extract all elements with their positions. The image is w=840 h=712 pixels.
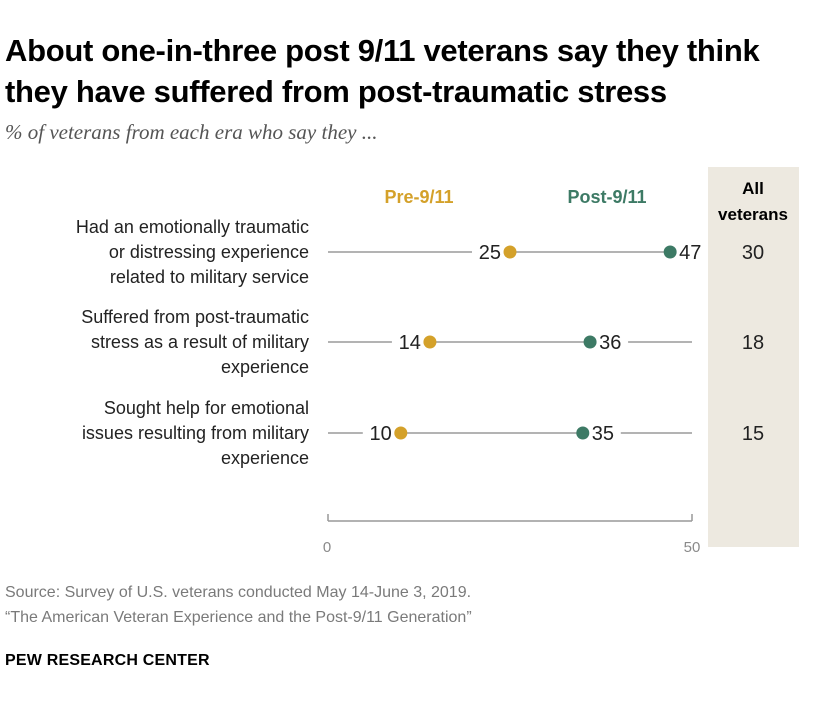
legend-post-911: Post-9/11 (567, 187, 646, 207)
chart-title: About one-in-three post 9/11 veterans sa… (5, 33, 760, 109)
pre-911-value: 14 (399, 332, 421, 354)
all-veterans-header-line-1: All (742, 179, 764, 198)
post-911-value: 36 (599, 332, 621, 354)
label-gap (597, 332, 627, 352)
label-gap (677, 242, 707, 262)
all-veterans-value: 15 (742, 423, 764, 445)
row-label-line: issues resulting from military (82, 423, 309, 443)
source-note: Source: Survey of U.S. veterans conducte… (5, 580, 472, 630)
row-label-line: related to military service (110, 267, 309, 287)
row-label-line: Sought help for emotional (104, 398, 309, 418)
brand-logo-text: PEW RESEARCH CENTER (5, 652, 210, 669)
row-label-line: or distressing experience (109, 242, 309, 262)
pre-911-value: 25 (479, 242, 501, 264)
post-911-value: 35 (592, 423, 614, 445)
post-911-dot (583, 335, 597, 349)
all-veterans-value: 30 (742, 242, 764, 264)
data-row: 25 47 30 Had an emotionally traumatic or dis… (76, 217, 764, 287)
row-label-line: experience (221, 357, 309, 377)
all-veterans-value: 18 (742, 332, 764, 354)
chart-subtitle: % of veterans from each era who say they… (5, 120, 378, 144)
x-tick-label-50: 50 (684, 539, 701, 556)
label-gap (589, 423, 619, 443)
post-911-dot (663, 245, 677, 259)
pre-911-value: 10 (370, 423, 392, 445)
data-row: 10 35 15 Sought help for emotional issues re… (82, 398, 764, 468)
pre-911-dot (423, 335, 437, 349)
row-label-line: experience (221, 448, 309, 468)
pre-911-dot (503, 245, 517, 259)
row-label-line: Had an emotionally traumatic (76, 217, 309, 237)
all-veterans-column-bg (708, 167, 799, 547)
data-row: 14 36 18 Suffered from post-traumatic stress… (81, 307, 764, 377)
source-line: Source: Survey of U.S. veterans conducte… (5, 584, 472, 601)
legend-pre-911: Pre-9/11 (384, 187, 453, 207)
source-line: “The American Veteran Experience and the… (5, 609, 472, 626)
pre-911-dot (394, 426, 408, 440)
row-label-line: Suffered from post-traumatic (81, 307, 309, 327)
post-911-value: 47 (679, 242, 701, 264)
x-tick-label-0: 0 (323, 539, 331, 556)
row-label-line: stress as a result of military (91, 332, 309, 352)
post-911-dot (576, 426, 590, 440)
all-veterans-header-line-2: veterans (718, 205, 788, 224)
